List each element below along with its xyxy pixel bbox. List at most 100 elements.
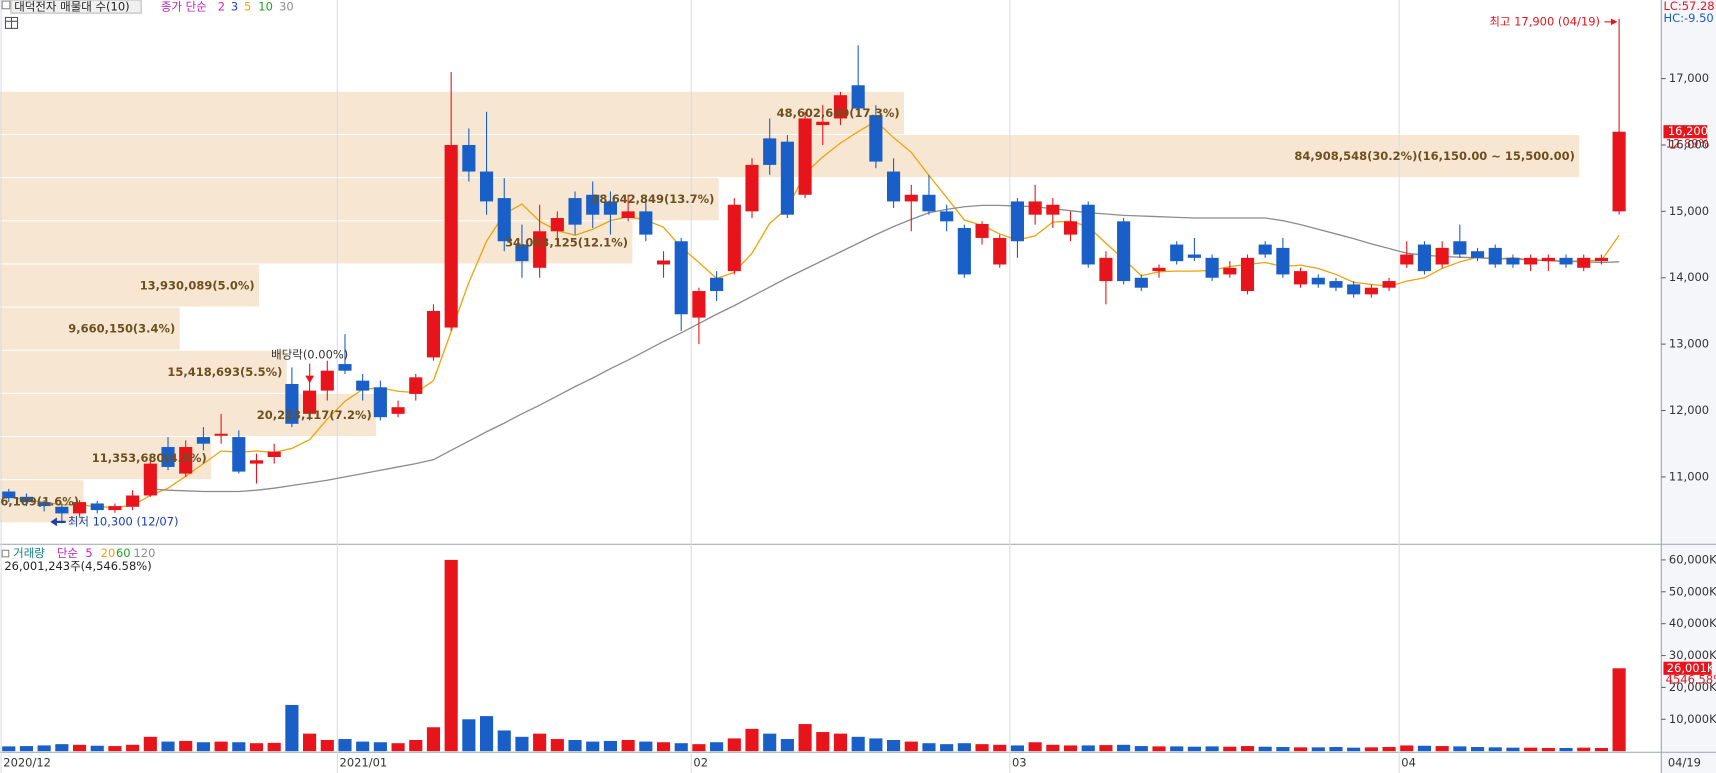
- title-box[interactable]: [10, 0, 142, 14]
- ma-legend-item: 3: [231, 0, 238, 14]
- volume-bar: [1205, 746, 1219, 752]
- hc-label: HC:-9.50: [1663, 11, 1713, 25]
- volume-bar: [533, 733, 547, 752]
- candle-body: [586, 194, 600, 215]
- volume-bar: [1506, 747, 1520, 752]
- last-volume-tag: [1663, 661, 1712, 675]
- volume-profile-label: 13,930,089(5.0%): [140, 279, 255, 293]
- candle-body: [90, 503, 104, 511]
- candle-body: [1347, 284, 1361, 295]
- last-price-tag: [1663, 125, 1708, 139]
- volume-bar: [940, 744, 954, 752]
- candle-body: [179, 447, 193, 474]
- candle-body: [1329, 281, 1343, 288]
- volume-bar: [727, 738, 741, 752]
- volume-profile-band: [0, 307, 180, 350]
- volume-legend-item: 60: [116, 546, 131, 560]
- volume-bar: [462, 719, 476, 752]
- volume-bar: [55, 744, 69, 752]
- volume-bar: [179, 740, 193, 752]
- volume-bar: [1028, 742, 1042, 752]
- volume-bar: [798, 724, 812, 752]
- candle-body: [126, 495, 140, 507]
- last-volume-label: 26,001K: [1667, 661, 1715, 675]
- candle-body: [957, 227, 971, 275]
- ma-legend-item: 2: [218, 0, 225, 14]
- candle-body: [338, 364, 352, 371]
- volume-bar: [816, 732, 830, 752]
- y-tick-label: 10,000K: [1669, 712, 1716, 726]
- candle-body: [1453, 241, 1467, 255]
- candle-body: [1081, 204, 1095, 265]
- candle-body: [1612, 131, 1626, 212]
- x-tick-label: 2020/12: [3, 756, 51, 770]
- candle-body: [1240, 257, 1255, 292]
- candle-body: [656, 260, 671, 265]
- volume-bar: [90, 745, 104, 752]
- candle-body: [426, 310, 441, 358]
- volume-bar: [1311, 747, 1325, 752]
- candle-body: [356, 380, 370, 391]
- volume-bar: [1577, 747, 1591, 752]
- candle-body: [391, 407, 405, 414]
- candle-body: [975, 223, 989, 238]
- volume-bar: [1187, 746, 1201, 752]
- x-tick-label: 04/19: [1668, 756, 1701, 770]
- volume-bar: [72, 744, 87, 752]
- candle-body: [922, 194, 936, 212]
- volume-legend-item: 5: [85, 546, 92, 560]
- candle-body: [904, 194, 918, 202]
- high-arrowhead: [1610, 18, 1618, 26]
- menu-icon[interactable]: [1, 0, 11, 10]
- volume-bar: [851, 736, 865, 752]
- volume-bar: [957, 743, 971, 752]
- lc-label: LC:57.28: [1663, 0, 1714, 13]
- volume-bar: [1134, 746, 1148, 752]
- candle-body: [674, 241, 688, 315]
- volume-profile-label: 20,223,117(7.2%): [257, 408, 372, 422]
- change-label: 12.89%: [1666, 137, 1710, 151]
- volume-bar: [621, 740, 635, 752]
- ex-dividend-annotation: 배당락(0.00%): [271, 347, 348, 361]
- candle-body: [1559, 257, 1573, 265]
- candle-body: [1046, 204, 1060, 215]
- y-tick-label: 11,000: [1669, 469, 1709, 483]
- low-annotation: 최저 10,300 (12/07): [68, 514, 179, 528]
- volume-legend-item: 120: [134, 546, 156, 560]
- volume-bar: [479, 716, 494, 752]
- candle-body: [1010, 201, 1025, 242]
- volume-bar: [692, 744, 706, 752]
- volume-bar: [1170, 746, 1184, 752]
- candle-body: [19, 496, 34, 503]
- ma-line: [150, 204, 1620, 493]
- candle-body: [1524, 257, 1538, 265]
- candle-body: [851, 85, 865, 109]
- volume-bar: [409, 740, 423, 752]
- ma-legend-label: 종가 단순: [161, 0, 207, 14]
- volume-bar: [656, 742, 671, 752]
- last-price-label: 16,200: [1668, 124, 1708, 138]
- volume-bar: [1010, 745, 1025, 752]
- candle-body: [214, 433, 228, 436]
- menu-icon[interactable]: [1, 549, 10, 558]
- volume-bar: [19, 746, 34, 752]
- volume-profile-label: 4,486,109(1.6%): [0, 494, 79, 508]
- volume-bar: [2, 746, 16, 752]
- candle-body: [108, 506, 122, 511]
- candle-body: [1134, 277, 1148, 288]
- candle-body: [196, 437, 210, 444]
- candle-body: [1152, 267, 1166, 272]
- volume-bar: [833, 733, 848, 752]
- volume-bar: [1435, 746, 1449, 752]
- volume-bar: [1347, 747, 1361, 752]
- volume-bar: [232, 742, 246, 752]
- volume-bar: [1276, 747, 1290, 752]
- candle-body: [497, 198, 511, 242]
- volume-bar: [1524, 747, 1538, 752]
- candle-body: [1258, 244, 1272, 255]
- volume-bar: [1240, 746, 1255, 752]
- volume-bar: [763, 733, 777, 752]
- ma-legend-item: 10: [258, 0, 273, 14]
